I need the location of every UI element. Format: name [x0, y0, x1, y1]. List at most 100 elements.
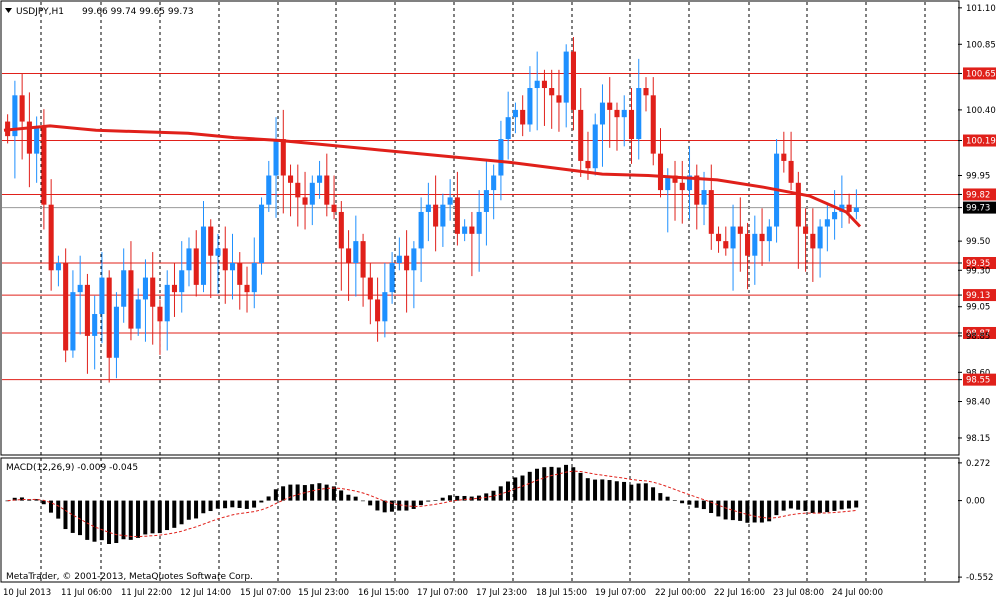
macd-bar-90: [658, 493, 663, 501]
macd-histogram: [5, 464, 859, 544]
candle-body-116: [846, 204, 852, 212]
candle-body-53: [389, 262, 395, 293]
macd-bar-89: [651, 487, 656, 501]
candle-body-109: [795, 182, 801, 227]
macd-bar-14: [107, 500, 111, 544]
macd-bar-113: [825, 500, 830, 513]
macd-bar-67: [491, 490, 496, 501]
candle-body-71: [520, 109, 526, 125]
macd-bar-68: [498, 486, 503, 501]
level-badge-9: [963, 256, 996, 269]
macd-axis: 0.272 0.00 -0.552: [958, 459, 993, 583]
price-label-8: 99.50: [966, 237, 990, 247]
candle-body-12: [92, 314, 98, 336]
candle-body-76: [556, 95, 562, 103]
macd-bar-114: [832, 500, 837, 511]
candle-body-86: [628, 109, 635, 140]
macd-bar-28: [208, 500, 213, 512]
candle-body-27: [200, 226, 207, 285]
candle-body-41: [302, 197, 308, 205]
macd-bar-19: [143, 500, 148, 535]
candle-body-78: [570, 51, 576, 110]
time-label-8: 17 Jul 23:00: [476, 588, 527, 598]
candle-body-45: [331, 204, 337, 212]
candle-body-25: [186, 248, 192, 271]
candle-body-65: [476, 211, 482, 234]
price-label-13: 98.87: [966, 329, 990, 339]
macd-bar-1: [12, 497, 17, 501]
candle-body-13: [99, 277, 105, 315]
candle-body-108: [788, 160, 794, 183]
macd-label-1: 0.00: [966, 497, 985, 507]
level-badge-13: [963, 326, 996, 339]
time-axis: 10 Jul 2013 11 Jul 06:00 11 Jul 22:00 12 Ju…: [3, 588, 883, 598]
candle-body-111: [810, 233, 816, 249]
macd-bar-101: [738, 500, 743, 521]
macd-bar-33: [244, 500, 249, 509]
candle-body-112: [817, 226, 823, 249]
macd-bar-18: [136, 500, 141, 538]
moving-average-line: [3, 124, 862, 228]
macd-bar-25: [186, 500, 191, 520]
candle-body-84: [614, 109, 620, 118]
level-badge-4: [963, 134, 996, 147]
candle-body-16: [121, 270, 127, 307]
macd-bar-53: [389, 500, 394, 512]
macd-bar-71: [520, 475, 525, 501]
time-label-7: 17 Jul 07:00: [417, 588, 468, 598]
dropdown-triangle-icon[interactable]: [5, 8, 12, 13]
macd-bar-96: [701, 500, 706, 510]
macd-bar-35: [259, 500, 264, 503]
macd-bar-81: [593, 479, 598, 501]
candle-body-83: [607, 102, 613, 110]
macd-bar-85: [622, 481, 627, 501]
candle-body-40: [295, 182, 301, 198]
macd-bar-39: [288, 484, 293, 501]
price-label-1: 100.85: [966, 40, 996, 50]
candle-body-57: [418, 211, 424, 249]
macd-bar-34: [252, 500, 257, 508]
candle-body-42: [309, 182, 315, 205]
candle-body-28: [208, 226, 214, 256]
candle-body-46: [338, 211, 344, 249]
macd-bar-4: [34, 499, 39, 501]
candle-body-81: [592, 124, 598, 169]
macd-bar-31: [230, 500, 235, 508]
macd-label-2: -0.552: [966, 573, 993, 583]
candle-body-20: [150, 277, 156, 307]
macd-bar-98: [716, 500, 721, 517]
macd-bar-49: [360, 500, 365, 502]
macd-bar-13: [99, 500, 104, 541]
macd-bar-86: [629, 484, 634, 501]
macd-bar-82: [600, 479, 605, 501]
candle-body-21: [157, 306, 163, 322]
macd-bar-6: [48, 500, 53, 513]
macd-bar-105: [767, 500, 772, 522]
candle-body-67: [491, 175, 497, 191]
time-label-9: 18 Jul 15:00: [536, 588, 587, 598]
macd-bar-0: [5, 500, 10, 502]
candle-body-29: [215, 248, 221, 256]
macd-bar-9: [70, 500, 75, 533]
macd-bar-12: [92, 500, 97, 542]
macd-bar-76: [556, 467, 561, 501]
candle-body-104: [759, 233, 765, 242]
macd-bar-73: [535, 468, 539, 501]
price-label-14: 98.85: [966, 332, 990, 342]
macd-bar-116: [846, 500, 851, 509]
copyright-label: MetaTrader, © 2001-2013, MetaQuotes Soft…: [6, 572, 253, 582]
candle-body-59: [433, 204, 439, 227]
candle-body-55: [404, 255, 410, 271]
candle-body-5: [41, 127, 47, 205]
macd-bar-2: [19, 497, 24, 501]
level-badge-11: [963, 289, 996, 302]
macd-bar-5: [41, 500, 46, 505]
macd-bar-16: [121, 500, 126, 540]
macd-label-0: 0.272: [966, 459, 990, 469]
candle-body-85: [621, 109, 627, 118]
candle-body-69: [505, 117, 511, 140]
macd-bar-109: [796, 500, 801, 510]
candle-body-74: [541, 80, 547, 89]
